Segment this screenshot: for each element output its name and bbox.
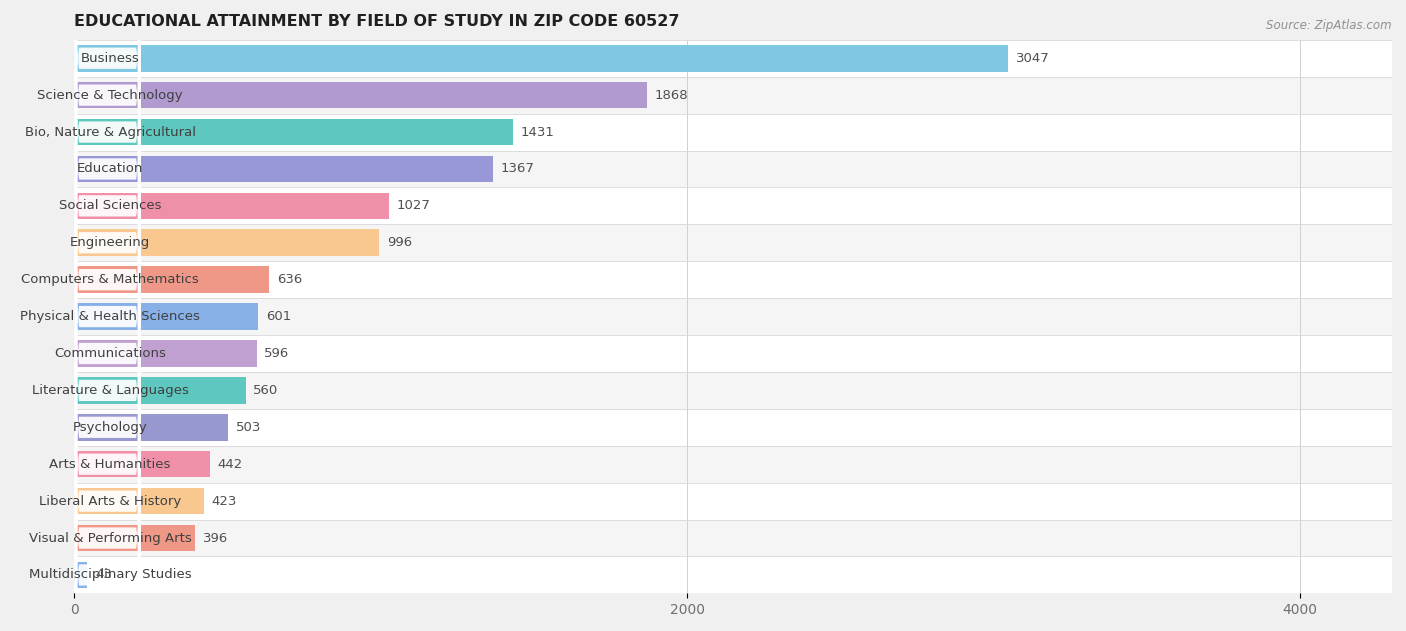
FancyBboxPatch shape bbox=[75, 32, 141, 631]
FancyBboxPatch shape bbox=[75, 562, 87, 588]
Text: Education: Education bbox=[77, 162, 143, 175]
FancyBboxPatch shape bbox=[75, 0, 141, 631]
FancyBboxPatch shape bbox=[75, 0, 141, 631]
Text: 423: 423 bbox=[211, 495, 236, 507]
Text: 43: 43 bbox=[94, 569, 111, 581]
Text: Science & Technology: Science & Technology bbox=[37, 88, 183, 102]
Text: Bio, Nature & Agricultural: Bio, Nature & Agricultural bbox=[24, 126, 195, 139]
Text: 1868: 1868 bbox=[654, 88, 688, 102]
Text: 503: 503 bbox=[236, 421, 262, 433]
Text: 636: 636 bbox=[277, 273, 302, 286]
FancyBboxPatch shape bbox=[75, 187, 1392, 224]
Text: Engineering: Engineering bbox=[70, 236, 150, 249]
Text: 1431: 1431 bbox=[520, 126, 554, 139]
FancyBboxPatch shape bbox=[75, 119, 513, 145]
Text: Communications: Communications bbox=[53, 347, 166, 360]
FancyBboxPatch shape bbox=[75, 298, 1392, 335]
FancyBboxPatch shape bbox=[75, 0, 141, 631]
Text: Multidisciplinary Studies: Multidisciplinary Studies bbox=[28, 569, 191, 581]
FancyBboxPatch shape bbox=[75, 0, 141, 631]
FancyBboxPatch shape bbox=[75, 266, 269, 293]
FancyBboxPatch shape bbox=[75, 0, 141, 631]
Text: Social Sciences: Social Sciences bbox=[59, 199, 162, 213]
FancyBboxPatch shape bbox=[75, 114, 1392, 151]
FancyBboxPatch shape bbox=[75, 335, 1392, 372]
FancyBboxPatch shape bbox=[75, 0, 141, 631]
FancyBboxPatch shape bbox=[75, 261, 1392, 298]
FancyBboxPatch shape bbox=[75, 488, 204, 514]
FancyBboxPatch shape bbox=[75, 151, 1392, 187]
Text: Computers & Mathematics: Computers & Mathematics bbox=[21, 273, 198, 286]
Text: 1027: 1027 bbox=[396, 199, 430, 213]
Text: 3047: 3047 bbox=[1015, 52, 1049, 65]
FancyBboxPatch shape bbox=[75, 77, 1392, 114]
FancyBboxPatch shape bbox=[75, 409, 1392, 445]
FancyBboxPatch shape bbox=[75, 45, 1008, 71]
FancyBboxPatch shape bbox=[75, 0, 141, 631]
FancyBboxPatch shape bbox=[75, 525, 195, 551]
Text: Arts & Humanities: Arts & Humanities bbox=[49, 457, 170, 471]
FancyBboxPatch shape bbox=[75, 192, 389, 219]
FancyBboxPatch shape bbox=[75, 445, 1392, 483]
FancyBboxPatch shape bbox=[75, 156, 494, 182]
FancyBboxPatch shape bbox=[75, 0, 141, 631]
Text: 396: 396 bbox=[202, 531, 228, 545]
FancyBboxPatch shape bbox=[75, 372, 1392, 409]
FancyBboxPatch shape bbox=[75, 224, 1392, 261]
Text: Literature & Languages: Literature & Languages bbox=[31, 384, 188, 397]
FancyBboxPatch shape bbox=[75, 0, 141, 631]
FancyBboxPatch shape bbox=[75, 377, 246, 404]
FancyBboxPatch shape bbox=[75, 483, 1392, 519]
FancyBboxPatch shape bbox=[75, 304, 259, 330]
Text: 442: 442 bbox=[217, 457, 242, 471]
FancyBboxPatch shape bbox=[75, 451, 209, 478]
Text: 996: 996 bbox=[387, 236, 412, 249]
Text: Visual & Performing Arts: Visual & Performing Arts bbox=[28, 531, 191, 545]
FancyBboxPatch shape bbox=[75, 40, 1392, 77]
FancyBboxPatch shape bbox=[75, 0, 141, 631]
FancyBboxPatch shape bbox=[75, 82, 647, 109]
Text: Psychology: Psychology bbox=[73, 421, 148, 433]
Text: 596: 596 bbox=[264, 347, 290, 360]
Text: 1367: 1367 bbox=[501, 162, 534, 175]
FancyBboxPatch shape bbox=[75, 0, 141, 631]
FancyBboxPatch shape bbox=[75, 0, 141, 631]
FancyBboxPatch shape bbox=[75, 557, 1392, 593]
Text: EDUCATIONAL ATTAINMENT BY FIELD OF STUDY IN ZIP CODE 60527: EDUCATIONAL ATTAINMENT BY FIELD OF STUDY… bbox=[75, 14, 679, 29]
FancyBboxPatch shape bbox=[75, 0, 141, 631]
FancyBboxPatch shape bbox=[75, 340, 257, 367]
FancyBboxPatch shape bbox=[75, 519, 1392, 557]
FancyBboxPatch shape bbox=[75, 230, 380, 256]
Text: Business: Business bbox=[80, 52, 139, 65]
Text: 560: 560 bbox=[253, 384, 278, 397]
Text: Source: ZipAtlas.com: Source: ZipAtlas.com bbox=[1267, 19, 1392, 32]
Text: Physical & Health Sciences: Physical & Health Sciences bbox=[20, 310, 200, 323]
Text: 601: 601 bbox=[266, 310, 291, 323]
FancyBboxPatch shape bbox=[75, 414, 228, 440]
Text: Liberal Arts & History: Liberal Arts & History bbox=[39, 495, 181, 507]
FancyBboxPatch shape bbox=[75, 0, 141, 601]
